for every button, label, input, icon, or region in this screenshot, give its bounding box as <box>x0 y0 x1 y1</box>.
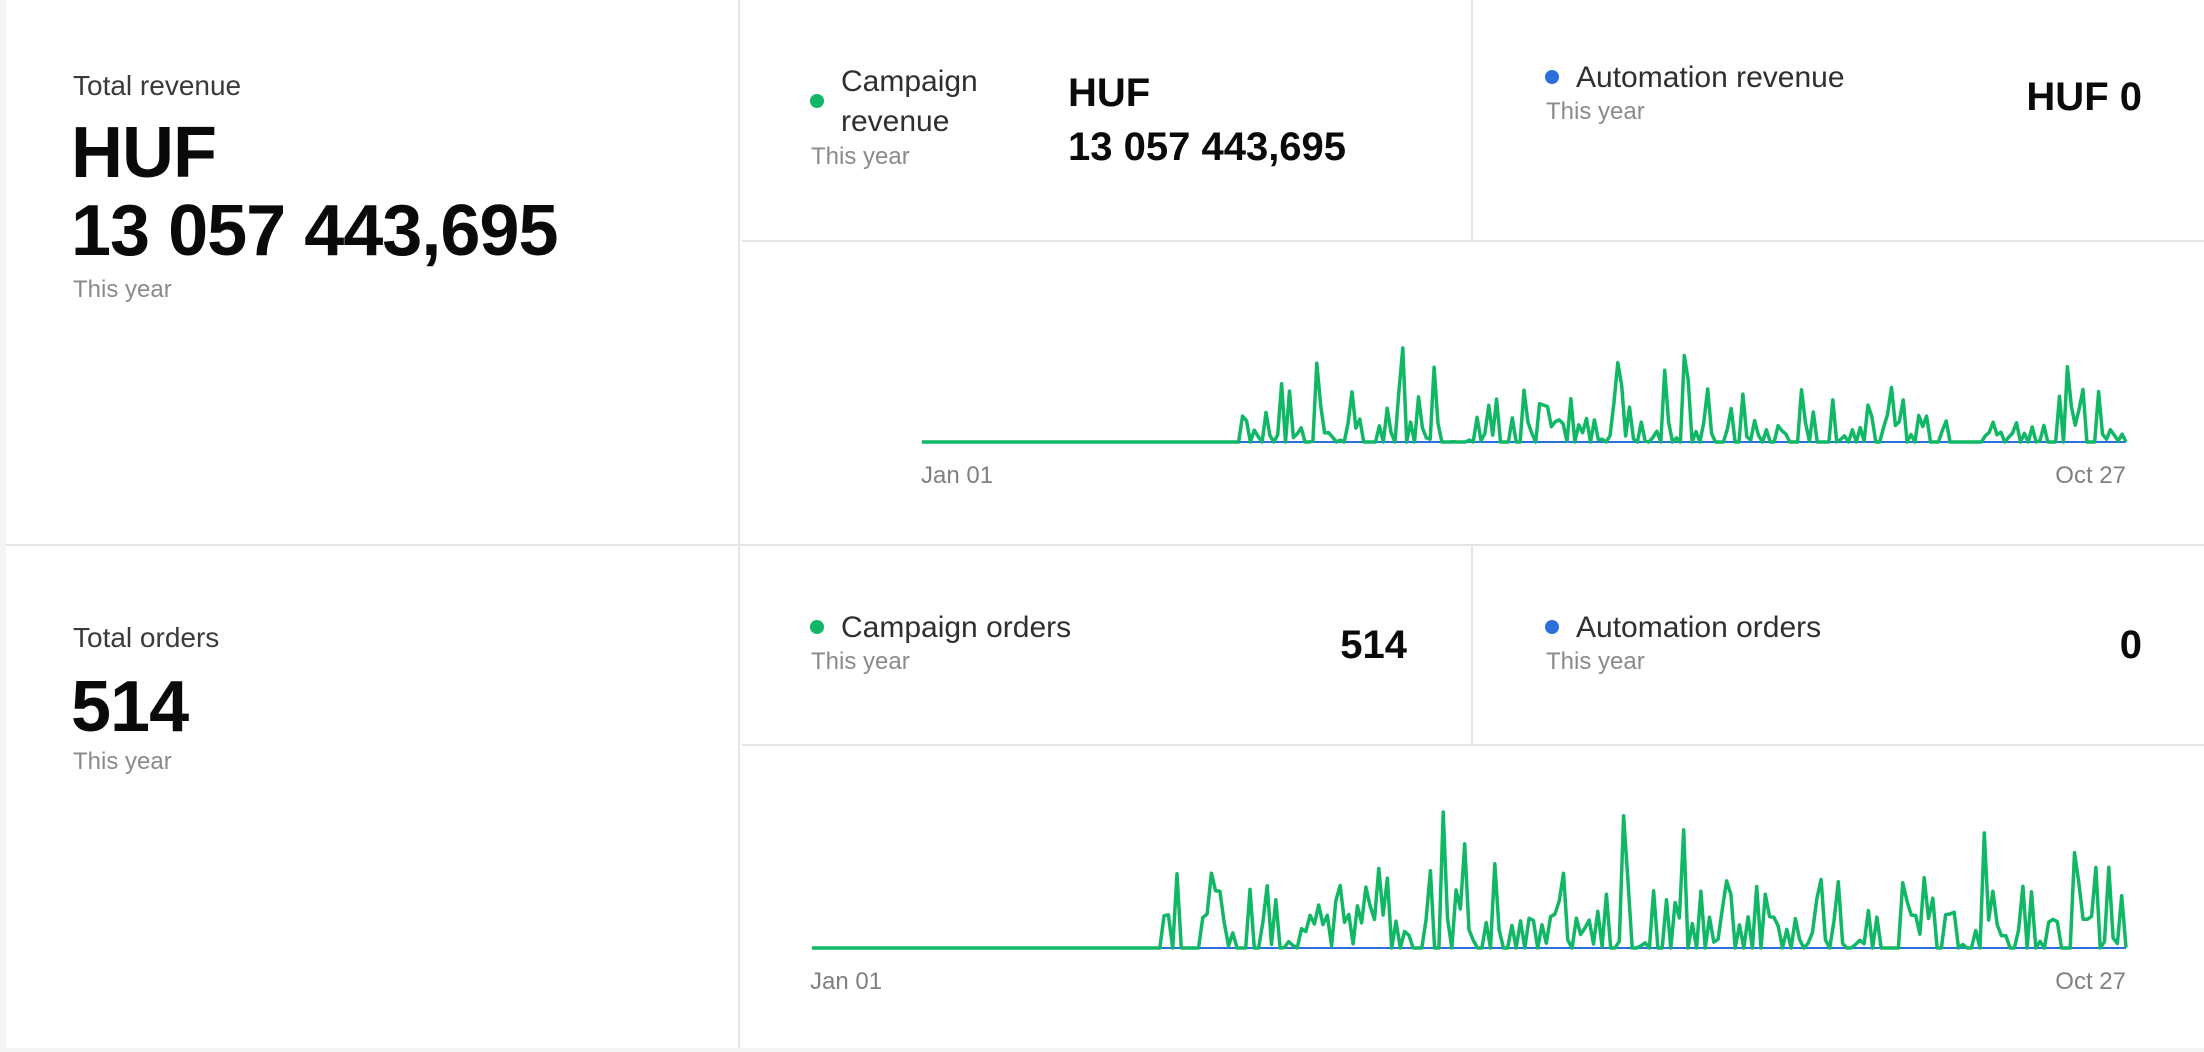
revenue-x-end-label: Oct 27 <box>2055 462 2126 489</box>
revenue-section: Total revenue HUF 13 057 443,695 This ye… <box>6 0 2204 544</box>
automation-orders-card: Automation orders This year 0 <box>1475 546 2204 744</box>
campaign-orders-card: Campaign orders This year 514 <box>742 546 1473 744</box>
campaign-revenue-value-currency: HUF <box>1068 71 1151 115</box>
campaign-revenue-value-amount: 13 057 443,695 <box>1068 125 1347 169</box>
automation-orders-value: 0 <box>2119 623 2142 667</box>
revenue-chart: Jan 01 Oct 27 <box>742 244 2204 544</box>
total-revenue-value-currency: HUF <box>71 113 217 193</box>
total-orders-card: Total orders 514 This year <box>6 546 740 1048</box>
campaign-orders-label: Campaign orders <box>841 611 1072 644</box>
automation-revenue-period: This year <box>1546 98 1645 125</box>
campaign-revenue-card: Campaign revenue This year HUF 13 057 44… <box>742 0 1473 240</box>
total-revenue-period: This year <box>73 276 172 303</box>
campaign-orders-period: This year <box>811 648 910 675</box>
revenue-breakdown: Campaign revenue This year HUF 13 057 44… <box>742 0 2204 544</box>
automation-legend-dot <box>1545 620 1559 634</box>
campaign-series-line <box>812 810 2128 950</box>
automation-orders-period: This year <box>1546 648 1645 675</box>
automation-revenue-value: HUF 0 <box>2026 75 2142 119</box>
revenue-line-chart <box>922 346 2128 444</box>
revenue-kpi-row: Campaign revenue This year HUF 13 057 44… <box>742 0 2204 242</box>
total-revenue-card: Total revenue HUF 13 057 443,695 This ye… <box>6 0 740 544</box>
total-orders-label: Total orders <box>73 622 220 653</box>
total-orders-value: 514 <box>71 667 189 747</box>
total-orders-period: This year <box>73 748 172 775</box>
orders-x-end-label: Oct 27 <box>2055 968 2126 995</box>
orders-x-start-label: Jan 01 <box>810 968 883 995</box>
orders-line-chart <box>812 810 2128 950</box>
campaign-revenue-period: This year <box>811 143 910 170</box>
orders-breakdown: Campaign orders This year 514 Automation… <box>742 546 2204 1048</box>
total-revenue-value-amount: 13 057 443,695 <box>71 191 558 271</box>
campaign-orders-value: 514 <box>1340 623 1407 667</box>
campaign-legend-dot <box>810 94 824 108</box>
automation-legend-dot <box>1545 70 1559 84</box>
orders-section: Total orders 514 This year Campaign orde… <box>6 544 2204 1048</box>
automation-revenue-card: Automation revenue This year HUF 0 <box>1475 0 2204 240</box>
revenue-x-start-label: Jan 01 <box>921 462 994 489</box>
campaign-revenue-label-1: Campaign <box>841 65 978 98</box>
orders-chart: Jan 01 Oct 27 <box>742 748 2204 1050</box>
automation-revenue-label: Automation revenue <box>1576 61 1845 94</box>
campaign-revenue-label-2: revenue <box>841 105 950 138</box>
revenue-dashboard: Total revenue HUF 13 057 443,695 This ye… <box>6 0 2204 1048</box>
total-revenue-label: Total revenue <box>73 70 242 101</box>
campaign-series-line <box>922 346 2128 444</box>
campaign-legend-dot <box>810 620 824 634</box>
automation-orders-label: Automation orders <box>1576 611 1822 644</box>
orders-kpi-row: Campaign orders This year 514 Automation… <box>742 546 2204 746</box>
